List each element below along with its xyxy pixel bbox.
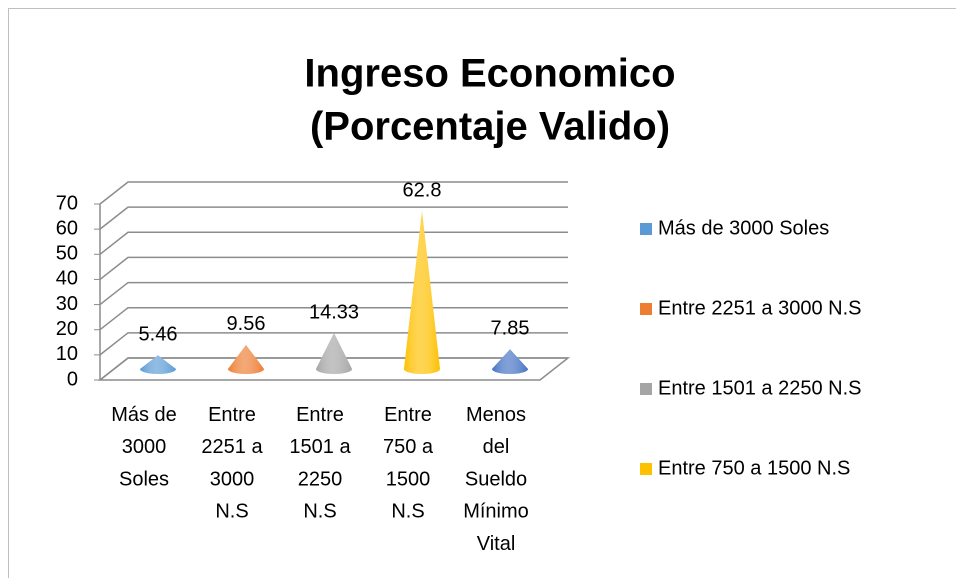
cone [492, 349, 528, 374]
y-tick-label: 10 [56, 343, 78, 365]
value-label: 9.56 [227, 313, 266, 335]
cone-shade [492, 349, 528, 374]
grid-line [99, 231, 568, 255]
legend-label: Entre 1501 a 2250 N.S [658, 377, 861, 399]
cone-shade [404, 211, 440, 374]
x-tick-label: Menos del Sueldo Mínimo Vital [463, 404, 529, 555]
x-tick-label: Más de 3000 Soles [111, 404, 177, 490]
y-tick-label: 50 [56, 243, 78, 265]
cone-shade [228, 344, 264, 374]
y-tick-label: 70 [56, 192, 78, 214]
x-tick-label: Entre 1501 a 2250 N.S [289, 404, 351, 523]
y-tick-label: 30 [56, 293, 78, 315]
value-label: 7.85 [491, 318, 530, 340]
x-tick-label: Entre 2251 a 3000 N.S [201, 404, 263, 523]
legend-label: Más de 3000 Soles [658, 217, 829, 239]
cone-shade [316, 332, 352, 374]
cone [404, 211, 440, 374]
grid-line [99, 206, 568, 230]
chart-title: (Porcentaje Valido) [310, 105, 670, 149]
x-tick-label: Entre 750 a 1500 N.S [383, 404, 434, 523]
y-tick-label: 0 [67, 368, 78, 390]
grid-line [99, 256, 568, 281]
legend-swatch [640, 383, 652, 395]
cone [316, 332, 352, 374]
y-tick-label: 40 [56, 268, 78, 290]
legend-label: Entre 2251 a 3000 N.S [658, 297, 861, 319]
chart-border [8, 8, 956, 578]
value-label: 62.8 [403, 179, 442, 201]
legend-swatch [640, 223, 652, 235]
legend-swatch [640, 303, 652, 315]
cone [228, 344, 264, 374]
y-tick-label: 20 [56, 318, 78, 340]
chart-title: Ingreso Economico [304, 52, 675, 96]
legend-label: Entre 750 a 1500 N.S [658, 457, 850, 479]
y-tick-label: 60 [56, 217, 78, 239]
grid-line [99, 181, 568, 205]
cone-shade [140, 355, 176, 374]
value-label: 14.33 [309, 301, 359, 323]
cone [140, 355, 176, 374]
value-label: 5.46 [139, 324, 178, 346]
legend-swatch [640, 463, 652, 475]
